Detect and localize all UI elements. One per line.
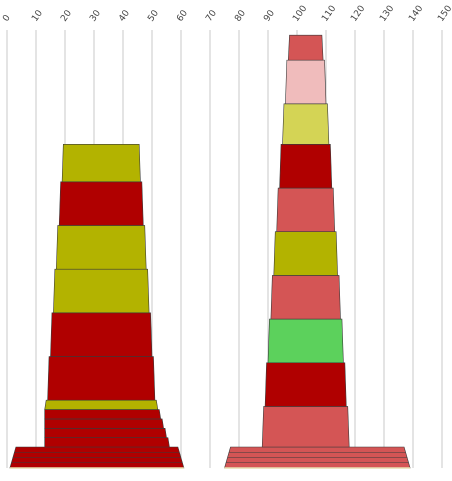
tower-2-segment bbox=[270, 275, 341, 320]
tower-2-segment bbox=[264, 362, 347, 407]
x-axis-tick-labels: 0 10 20 30 40 50 60 70 80 90 100 110 120 130 140 150 bbox=[1, 4, 452, 24]
tower-2 bbox=[224, 34, 411, 469]
tower-1-segment bbox=[44, 409, 162, 420]
tower-1-segment bbox=[47, 356, 156, 401]
x-tick-label: 20 bbox=[59, 8, 74, 23]
x-tick-label: 110 bbox=[320, 4, 338, 24]
tower-2-segment bbox=[287, 34, 324, 61]
x-tick-label: 120 bbox=[349, 4, 367, 24]
x-tick-label: 60 bbox=[175, 8, 190, 23]
tower-1 bbox=[9, 144, 185, 469]
x-tick-label: 130 bbox=[378, 4, 396, 24]
x-tick-label: 150 bbox=[436, 4, 452, 24]
tower-2-segment bbox=[267, 318, 344, 364]
tower-1-segment bbox=[50, 312, 153, 357]
tower-1-segment bbox=[44, 427, 167, 438]
x-tick-label: 140 bbox=[407, 4, 425, 24]
tower-2-segment bbox=[273, 231, 338, 276]
towers bbox=[9, 34, 411, 469]
x-tick-label: 90 bbox=[262, 8, 277, 23]
tower-1-segment bbox=[53, 268, 150, 314]
tower-2-segment bbox=[261, 406, 350, 448]
x-tick-label: 10 bbox=[30, 8, 45, 23]
tower-2-segment bbox=[279, 144, 333, 189]
x-tick-label: 30 bbox=[88, 8, 103, 23]
x-tick-label: 0 bbox=[1, 13, 13, 24]
tower-2-segment bbox=[276, 187, 336, 233]
tower-1-segment bbox=[44, 399, 159, 410]
tower-1-segment bbox=[44, 418, 164, 429]
x-tick-label: 100 bbox=[291, 4, 309, 24]
x-tick-label: 70 bbox=[204, 8, 219, 23]
x-tick-label: 40 bbox=[117, 8, 132, 23]
tower-2-segment bbox=[282, 103, 330, 145]
tower-1-segment bbox=[61, 144, 141, 183]
tower-1-segment bbox=[58, 181, 144, 226]
x-tick-label: 80 bbox=[233, 8, 248, 23]
tower-2-segment bbox=[285, 59, 327, 105]
x-tick-label: 50 bbox=[146, 8, 161, 23]
tower-1-segment bbox=[44, 437, 170, 448]
tower-1-segment bbox=[55, 225, 147, 270]
